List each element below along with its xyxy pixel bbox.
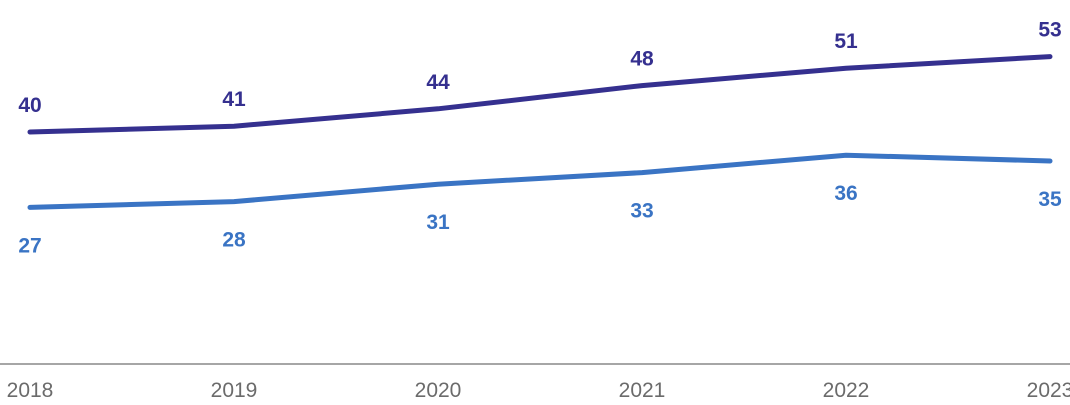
x-tick-label-2019: 2019: [211, 379, 258, 402]
x-tick-labels: 2018 2019 2020 2021 2022 2023: [7, 379, 1070, 402]
data-label-s2-2023: 35: [1038, 188, 1062, 211]
data-label-s2-2021: 33: [630, 200, 653, 223]
data-label-s1-2019: 41: [222, 88, 246, 111]
data-label-s2-2022: 36: [834, 182, 857, 205]
x-tick-label-2022: 2022: [823, 379, 870, 402]
series-line-1: [27, 54, 1053, 135]
data-label-s2-2018: 27: [18, 234, 41, 257]
x-tick-label-2023: 2023: [1027, 379, 1070, 402]
data-label-s2-2020: 31: [426, 211, 450, 234]
data-label-s2-2019: 28: [222, 229, 246, 252]
data-label-s1-2022: 51: [834, 30, 858, 53]
data-label-s1-2021: 48: [630, 48, 654, 71]
series-layer: 40 41 44 48 51 53 27 28 31 33 36 35: [18, 19, 1062, 258]
data-label-s1-2023: 53: [1038, 19, 1061, 42]
x-tick-label-2020: 2020: [415, 379, 462, 402]
data-label-s1-2018: 40: [18, 94, 41, 117]
x-tick-label-2018: 2018: [7, 379, 54, 402]
x-tick-label-2021: 2021: [619, 379, 666, 402]
data-label-s1-2020: 44: [426, 71, 450, 94]
series-line-2: [27, 152, 1053, 210]
